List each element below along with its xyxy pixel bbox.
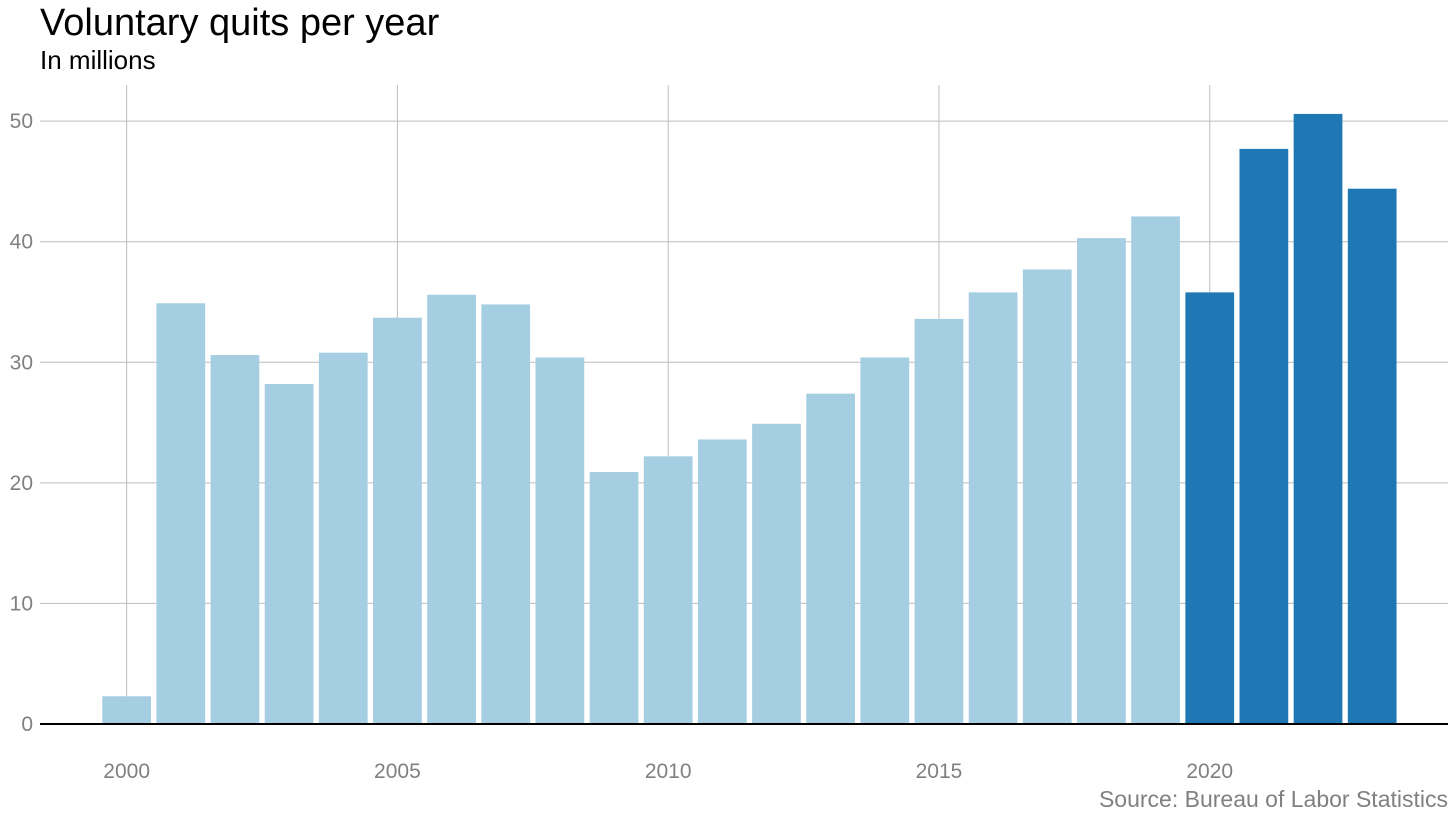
axes: 0 10 20 30 40 50 2000 2005 2010 2015 2020 — [10, 110, 1448, 783]
bar-2000 — [102, 696, 152, 724]
x-tick-label: 2005 — [374, 760, 421, 783]
bar-2006 — [427, 294, 476, 724]
x-tick-label: 2000 — [103, 760, 150, 783]
bar-2001 — [156, 303, 206, 724]
bar-2020 — [1185, 292, 1235, 724]
bars — [102, 113, 1397, 725]
y-tick-label: 40 — [10, 231, 33, 254]
bar-2015 — [914, 318, 964, 724]
bar-2003 — [264, 384, 314, 724]
bar-2016 — [968, 292, 1018, 724]
bar-2005 — [373, 317, 422, 724]
bar-2017 — [1022, 269, 1072, 724]
bar-2014 — [860, 357, 910, 724]
bar-2009 — [589, 472, 639, 724]
bar-2008 — [535, 357, 585, 724]
bar-2002 — [210, 355, 260, 724]
bar-2011 — [697, 439, 747, 724]
bar-2007 — [481, 304, 531, 724]
source-note: Source: Bureau of Labor Statistics — [1098, 786, 1448, 812]
y-tick-label: 20 — [10, 472, 33, 495]
bar-2010 — [643, 456, 693, 724]
y-tick-label: 10 — [10, 592, 33, 615]
y-tick-label: 0 — [21, 713, 33, 736]
chart-subtitle: In millions — [40, 45, 156, 75]
bar-2013 — [806, 393, 856, 724]
bar-2021 — [1239, 148, 1289, 724]
x-tick-label: 2010 — [645, 760, 692, 783]
y-tick-label: 50 — [10, 110, 33, 133]
x-tick-label: 2020 — [1186, 760, 1233, 783]
y-tick-label: 30 — [10, 351, 33, 374]
x-tick-label: 2015 — [916, 760, 963, 783]
bar-2023 — [1347, 188, 1397, 725]
chart-title: Voluntary quits per year — [40, 2, 440, 44]
bar-2018 — [1077, 238, 1126, 724]
bar-2004 — [318, 352, 368, 724]
bar-2012 — [752, 423, 801, 724]
bar-2019 — [1131, 216, 1180, 724]
bar-2022 — [1293, 113, 1343, 724]
